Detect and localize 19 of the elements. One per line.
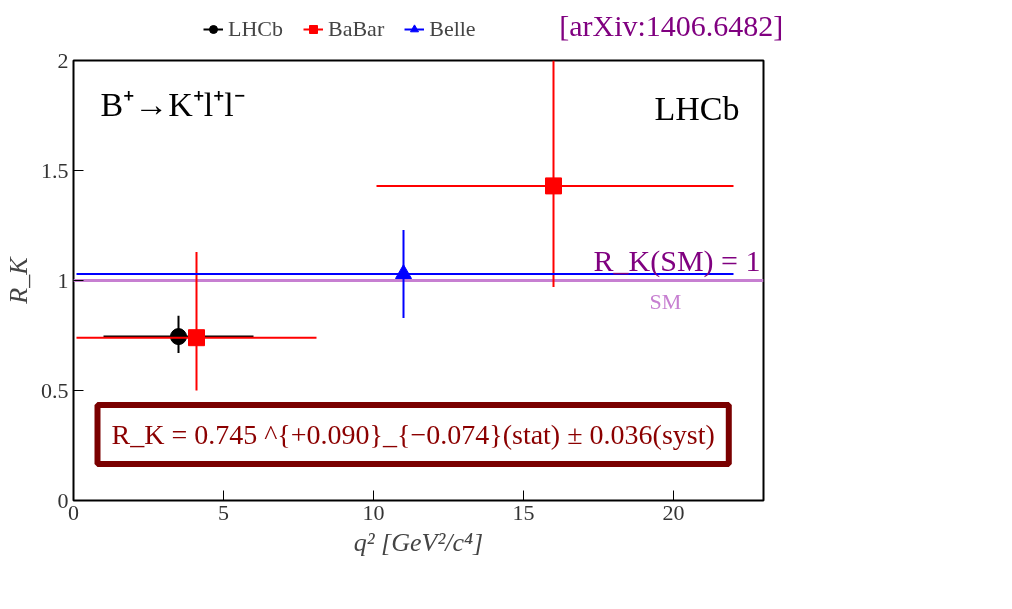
x-tick-label: 15: [512, 499, 535, 525]
text: [arXiv:1406.6482]: [559, 9, 784, 42]
x-tick-label: 10: [362, 499, 385, 525]
annotation: R_K(SM) = 1: [593, 244, 761, 279]
annotation: B⁺→K⁺l⁺l⁻: [100, 86, 245, 123]
y-tick-label: 0.5: [41, 377, 69, 403]
annotation: LHCb: [654, 90, 740, 128]
x-tick-label: 5: [218, 499, 229, 525]
y-axis-title: R_K: [4, 255, 33, 305]
legend-label: Belle: [429, 16, 476, 42]
legend-label: BaBar: [328, 16, 385, 42]
y-tick-label: 1: [57, 267, 69, 293]
y-tick-label: 2: [57, 47, 69, 73]
legend-label: LHCb: [228, 16, 283, 42]
x-tick-label: 20: [662, 499, 685, 525]
y-tick-label: 1.5: [41, 157, 69, 183]
annotation: R_K = 0.745 ^{+0.090}_{−0.074}(stat) ± 0.036(syst): [111, 419, 715, 450]
x-axis-title: q² [GeV²/c⁴]: [353, 527, 484, 557]
ref-line-label: SM: [649, 289, 682, 315]
